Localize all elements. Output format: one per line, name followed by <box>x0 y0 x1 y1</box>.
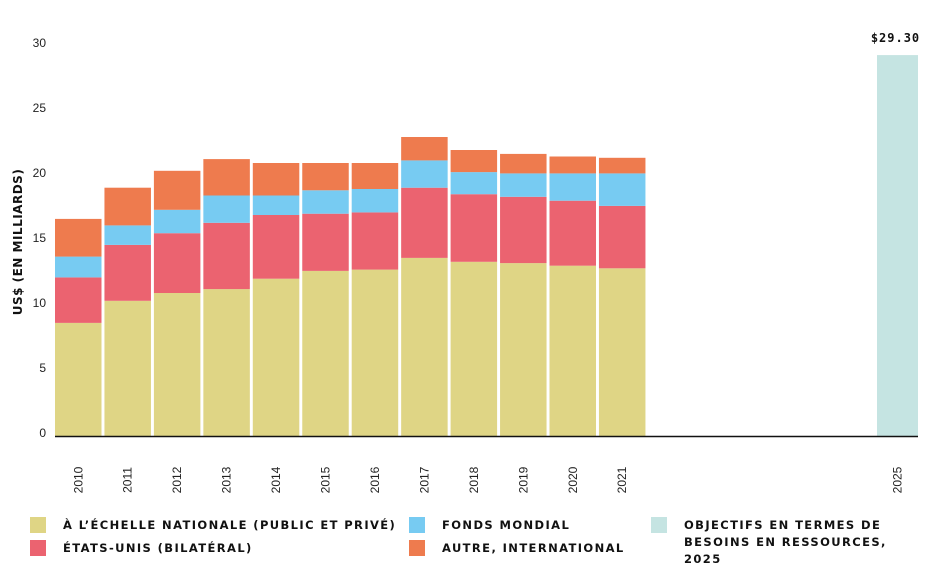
bar-segment-2011-1 <box>104 244 151 301</box>
bar-segment-2017-1 <box>401 187 448 258</box>
bar-segment-2019-0 <box>500 263 547 436</box>
x-axis-ticks: 2010 2011 2012 2013 2014 2015 2016 2017 2018 2019… <box>71 466 904 493</box>
bar-segment-2010-2 <box>55 256 102 278</box>
y-tick-label: 20 <box>33 166 47 180</box>
bar-segment-2012-3 <box>153 170 201 210</box>
bar-segment-2013-1 <box>203 222 250 290</box>
bar-segment-2015-2 <box>302 190 349 214</box>
bar-segment-2019-3 <box>500 153 547 174</box>
bar-segment-2019-2 <box>500 173 547 197</box>
x-tick-label: 2014 <box>269 466 283 493</box>
bar-segment-2019-1 <box>500 196 547 264</box>
bar-segment-2011-2 <box>104 225 151 245</box>
x-tick-label: 2020 <box>566 466 580 493</box>
bar-segment-2016-3 <box>351 163 399 189</box>
bar-segment-2010-3 <box>55 218 102 257</box>
bar-segment-2011-3 <box>104 187 151 226</box>
bar-segment-2017-0 <box>401 257 448 436</box>
y-axis-label: US$ (EN MILLIARDS) <box>11 169 25 316</box>
bar-segment-2016-1 <box>351 212 399 270</box>
y-tick-label: 5 <box>39 361 46 375</box>
y-tick-label: 25 <box>33 101 47 115</box>
bar-segment-2013-0 <box>203 289 250 436</box>
bar-segment-2017-3 <box>401 137 448 161</box>
bar-segment-2012-0 <box>153 293 201 436</box>
bar-segment-2021-2 <box>598 173 646 206</box>
x-tick-label: 2013 <box>220 466 234 493</box>
x-tick-label: 2021 <box>615 466 629 493</box>
y-axis-ticks: 0 5 10 15 20 25 30 <box>33 36 47 440</box>
bar-segment-2015-3 <box>302 163 349 191</box>
bar-segment-2012-2 <box>153 209 201 234</box>
x-tick-label: 2025 <box>891 466 905 493</box>
y-tick-label: 15 <box>33 231 47 245</box>
bar-segment-2020-2 <box>549 173 596 201</box>
x-tick-label: 2011 <box>121 467 135 493</box>
y-tick-label: 10 <box>33 296 47 310</box>
bar-segment-2014-0 <box>252 278 300 436</box>
bar-segment-2018-3 <box>450 150 498 173</box>
bar-segment-2010-1 <box>55 277 102 323</box>
bar-segment-2015-1 <box>302 213 349 271</box>
bar-segment-2014-3 <box>252 163 300 196</box>
bars <box>55 137 646 436</box>
x-tick-label: 2016 <box>368 466 382 493</box>
bar-segment-2020-3 <box>549 156 596 174</box>
bar-segment-2012-1 <box>153 233 201 293</box>
x-tick-label: 2015 <box>319 466 333 493</box>
bar-segment-2014-1 <box>252 215 300 279</box>
bar-segment-2013-3 <box>203 159 250 196</box>
bar-segment-2014-2 <box>252 195 300 215</box>
x-tick-label: 2010 <box>71 466 85 493</box>
x-tick-label: 2017 <box>417 466 431 493</box>
x-tick-label: 2012 <box>170 466 184 493</box>
bar-segment-2020-1 <box>549 200 596 266</box>
bar-segment-2017-2 <box>401 160 448 188</box>
bar-segment-2020-0 <box>549 265 596 436</box>
target-bar-2025 <box>877 55 918 436</box>
bar-segment-2018-1 <box>450 194 498 262</box>
x-tick-label: 2019 <box>516 466 530 493</box>
target-bar-group: $29.30 <box>871 31 920 436</box>
bar-segment-2021-3 <box>598 157 646 174</box>
target-value-label: $29.30 <box>871 31 920 45</box>
x-tick-label: 2018 <box>467 466 481 493</box>
y-tick-label: 30 <box>33 36 47 50</box>
bar-segment-2013-2 <box>203 195 250 223</box>
bar-segment-2015-0 <box>302 270 349 436</box>
bar-segment-2016-0 <box>351 269 399 436</box>
bar-segment-2018-2 <box>450 172 498 195</box>
y-tick-label: 0 <box>39 426 46 440</box>
bar-segment-2018-0 <box>450 261 498 436</box>
bar-segment-2021-0 <box>598 268 646 436</box>
bar-segment-2021-1 <box>598 205 646 269</box>
bar-segment-2016-2 <box>351 189 399 213</box>
bar-segment-2011-0 <box>104 300 151 436</box>
bar-segment-2010-0 <box>55 322 102 436</box>
